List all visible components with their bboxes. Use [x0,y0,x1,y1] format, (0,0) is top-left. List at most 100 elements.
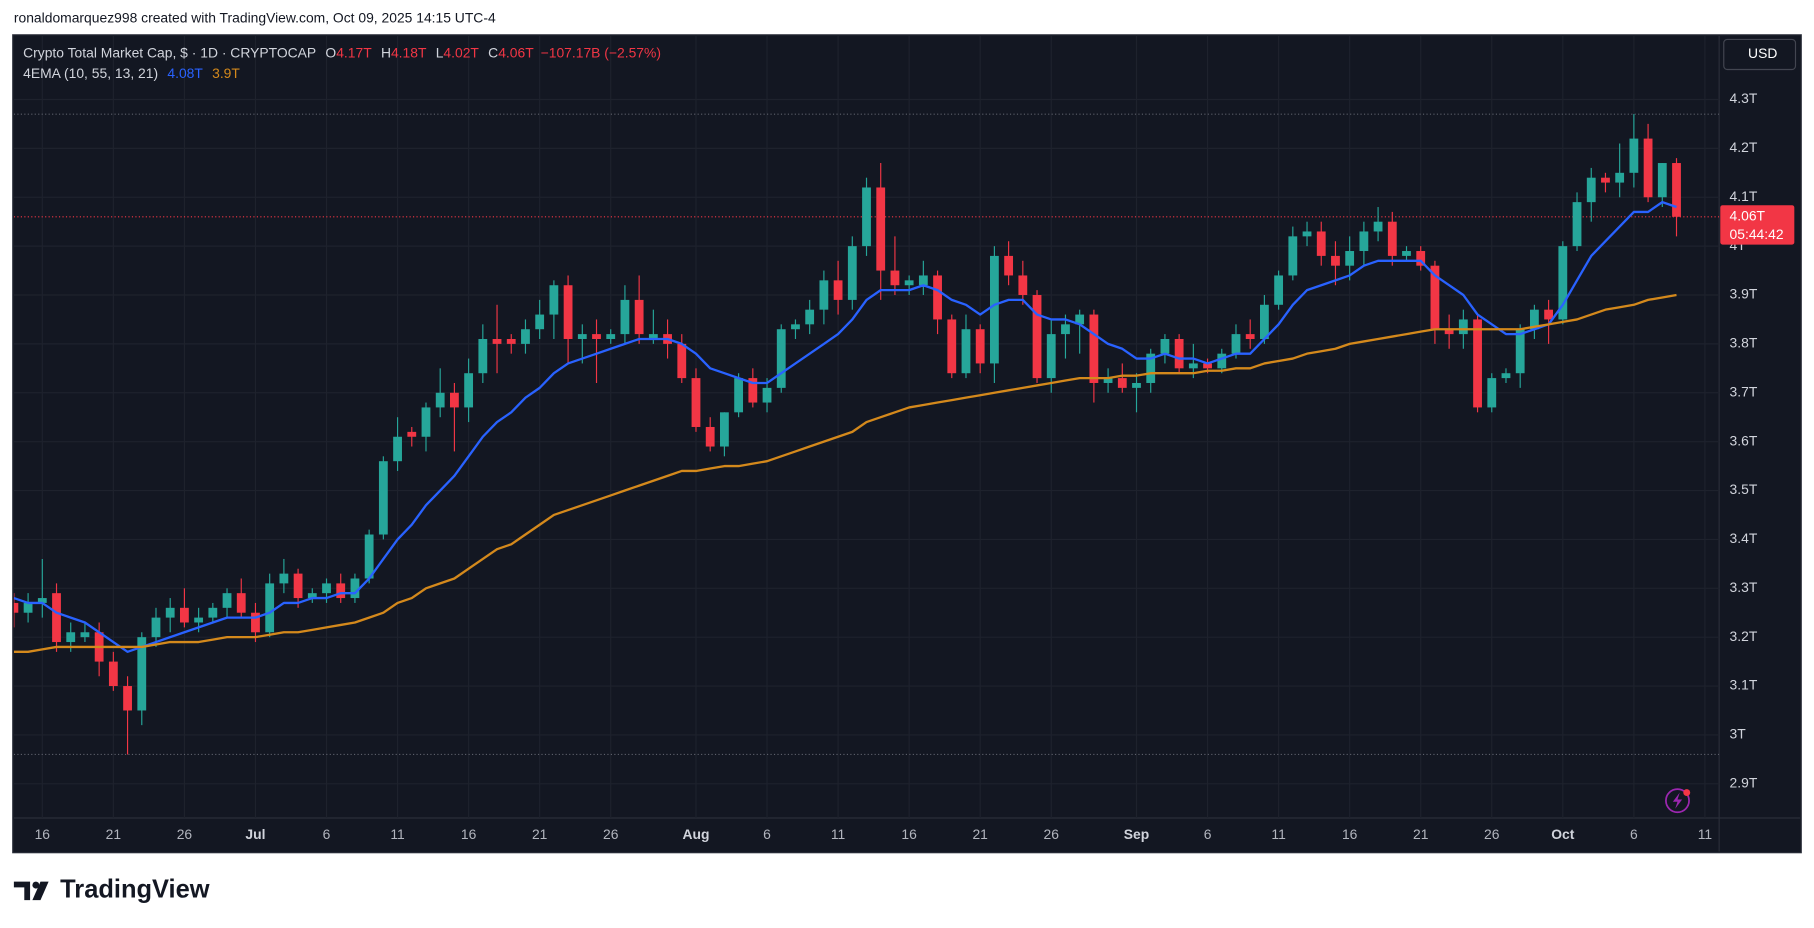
candle-body [705,426,715,447]
candle-body [1075,314,1085,325]
candle-body [1629,138,1639,173]
plot-area [13,113,1720,756]
alert-dot [1683,789,1691,797]
x-tick-label: Sep [1124,826,1149,842]
x-tick-label: 16 [1342,826,1358,842]
legend-ohlc-value: 4.17T [336,44,372,60]
candle-body [791,324,800,330]
legend-title: Crypto Total Market Cap, $ · 1D · CRYPTO… [23,44,316,60]
legend-ohlc-value: 4.18T [391,44,427,60]
y-tick-label: 4.3T [1730,90,1758,106]
candle-body [435,392,445,408]
candle-body [1217,353,1227,369]
candle-body [904,280,914,286]
candle-body [805,309,815,325]
candle-body [577,334,587,339]
candle-body [1203,363,1212,369]
alert-bolt [1672,792,1683,809]
x-tick-label: 11 [1271,826,1286,842]
candle-body [1416,251,1426,266]
candle-body [1188,363,1198,369]
indicator-value: 4.08T [167,65,203,81]
candle-body [947,319,957,374]
x-tick-label: 26 [603,826,619,842]
x-tick-label: 16 [35,826,51,842]
candle-body [208,607,218,618]
logo-dot [32,881,40,889]
candle-body [13,602,19,613]
candle-body [961,329,971,374]
legend-ohlc-value: 4.02T [443,44,479,60]
candle-body [847,246,857,300]
logo-text: TradingView [60,876,210,904]
candle-body [1657,163,1667,198]
candle-body [1061,324,1070,335]
alert-circle [1665,788,1690,814]
x-tick-label: 26 [1484,826,1500,842]
candle-body [1601,177,1610,183]
candle-body [80,632,90,638]
candle-body [52,593,61,643]
candle-body [37,598,47,603]
legend-indicator: 4EMA (10, 55, 13, 21) 4.08T 3.9T [23,65,240,81]
candle-body [1572,202,1582,247]
candle-body [918,275,928,286]
candle-body [1117,378,1127,388]
candle-body [1331,255,1340,266]
x-tick-label: 6 [323,826,331,842]
x-tick-label: 21 [1413,826,1429,842]
logo-mark [13,881,31,901]
x-tick-label: 21 [532,826,548,842]
candle-body [1672,163,1681,217]
legend-ohlc-key: O [325,44,336,60]
candle-body [677,343,687,379]
candle-body [108,661,118,687]
candle-body [862,187,871,247]
candle-body [293,573,303,599]
candle-body [1132,382,1141,388]
candle-body [251,612,260,633]
candle-body [1544,309,1554,320]
candle-body [1259,304,1269,339]
candle-body [620,299,630,335]
candle-body [1444,329,1454,335]
alert-icon[interactable] [1665,788,1691,814]
candle-body [378,461,388,535]
candle-body [265,583,275,633]
candle-body [307,593,317,599]
x-tick-label: 21 [972,826,988,842]
candle-body [1018,275,1028,296]
candle-body [66,632,76,643]
candle-body [933,275,942,320]
candle-body [492,338,502,344]
candle-body [506,338,516,344]
candle-body [521,329,530,344]
candle-body [137,637,147,711]
candle-body [151,617,161,638]
candle-body [478,338,488,374]
price-label-bg [1720,205,1795,245]
candle-body [1643,138,1653,198]
candle-body [421,407,431,437]
chart-panel [12,34,1802,854]
indicator-value: 3.9T [212,65,240,81]
logo: TradingView [13,876,210,904]
x-tick-label: 16 [461,826,477,842]
y-tick-label: 4.2T [1730,139,1758,155]
y-tick-label: 3T [1730,726,1747,742]
x-tick-label: 11 [831,826,846,842]
candle-body [989,255,999,364]
currency-button[interactable] [1723,38,1797,71]
candle-body [535,314,545,330]
logo-slash [32,881,49,901]
candle-body [1586,177,1596,203]
y-tick-label: 3.3T [1730,579,1758,595]
x-tick-label: Aug [682,826,709,842]
candle-body [1373,221,1383,232]
candle-body [1487,378,1497,408]
candle-body [563,285,573,339]
x-tick-label: 6 [1630,826,1638,842]
candle-body [762,387,772,403]
y-tick-label: 2.9T [1730,774,1758,790]
candle-body [734,378,744,413]
